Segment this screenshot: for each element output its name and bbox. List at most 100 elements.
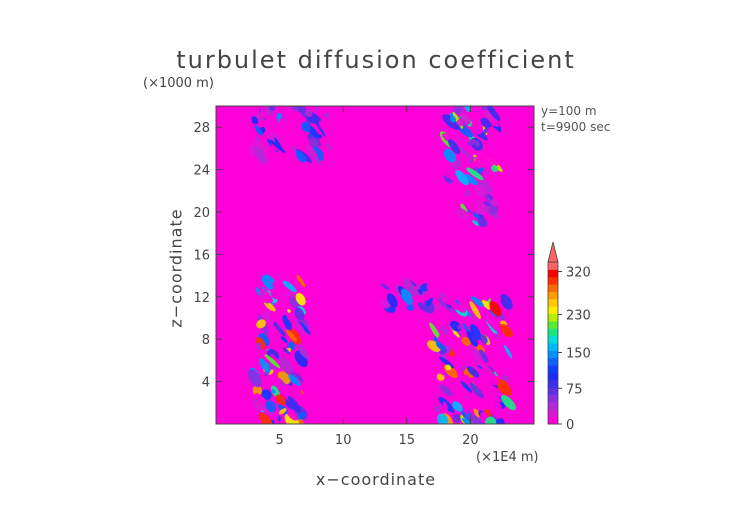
heatmap-cell xyxy=(496,336,515,352)
heatmap-cell xyxy=(499,323,513,338)
colorbar-segment xyxy=(548,357,558,366)
heatmap-region xyxy=(378,278,463,314)
colorbar-segment xyxy=(548,284,558,292)
colorbar-segment xyxy=(548,328,558,337)
heatmap-cell xyxy=(295,292,306,306)
colorbar-tick-label: 0 xyxy=(566,418,574,433)
heatmap-cell xyxy=(262,310,272,321)
heatmap-cell xyxy=(301,121,311,133)
heatmap-cell xyxy=(456,145,473,159)
heatmap-cell xyxy=(271,389,276,394)
heatmap-cell xyxy=(319,137,328,146)
heatmap-cell xyxy=(254,124,263,136)
heatmap-cell xyxy=(474,140,480,147)
y-axis-unit: (×1000 m) xyxy=(143,76,214,91)
heatmap-cell xyxy=(503,345,513,359)
x-tick-label: 10 xyxy=(335,433,352,448)
colorbar-segment xyxy=(548,262,558,270)
heatmap-cell xyxy=(464,174,478,186)
heatmap-cell xyxy=(386,293,398,308)
heatmap-cell xyxy=(464,374,472,384)
heatmap-cell xyxy=(263,294,274,304)
heatmap-cell xyxy=(474,185,486,197)
heatmap-cell xyxy=(435,341,446,351)
heatmap-cell xyxy=(470,296,484,307)
heatmap-cell xyxy=(468,317,486,333)
heatmap-cell xyxy=(266,318,275,326)
heatmap-cell xyxy=(464,391,473,400)
heatmap-cell xyxy=(442,401,449,410)
heatmap-cell xyxy=(489,394,503,413)
heatmap-cell xyxy=(484,110,494,122)
heatmap-cell xyxy=(439,348,448,355)
heatmap-cell xyxy=(306,143,319,161)
heatmap-cell xyxy=(460,380,473,393)
heatmap-cell xyxy=(443,148,457,163)
heatmap-cell xyxy=(482,127,489,135)
heatmap-region xyxy=(249,106,338,165)
heatmap-cell xyxy=(280,336,288,343)
x-axis-unit: (×1E4 m) xyxy=(476,450,539,465)
heatmap-cell xyxy=(450,300,460,310)
heatmap-cell xyxy=(469,301,481,319)
heatmap-cell xyxy=(297,321,311,335)
colorbar-tick-label: 230 xyxy=(566,308,591,323)
heatmap-cell xyxy=(487,361,503,376)
heatmap-cell xyxy=(288,122,296,130)
y-tick-label: 12 xyxy=(193,291,210,306)
heatmap-cell xyxy=(291,382,303,399)
heatmap-cell xyxy=(254,146,267,165)
heatmap-cell xyxy=(486,317,503,334)
heatmap-cell xyxy=(452,106,464,115)
heatmap-cell xyxy=(480,388,486,397)
heatmap-cell xyxy=(282,108,295,122)
heatmap-cell xyxy=(272,281,286,295)
heatmap-cell xyxy=(471,106,484,116)
heatmap-cell xyxy=(282,295,291,304)
heatmap-cell xyxy=(489,205,499,215)
heatmap-cell xyxy=(323,112,330,119)
heatmap-cell xyxy=(485,416,497,424)
heatmap-cell xyxy=(452,401,463,412)
heatmap-cell xyxy=(470,334,479,344)
heatmap-cell xyxy=(434,404,443,413)
heatmap-cell xyxy=(482,363,497,378)
colorbar-segment xyxy=(548,401,558,410)
heatmap-cell xyxy=(478,349,489,364)
heatmap-cell xyxy=(467,366,480,378)
heatmap-cell xyxy=(462,186,481,200)
colorbar-segment xyxy=(548,306,558,315)
heatmap-cell xyxy=(445,364,452,371)
y-tick-label: 24 xyxy=(193,164,210,179)
heatmap-cell xyxy=(295,150,307,163)
heatmap-cell xyxy=(269,139,286,154)
heatmap-cell xyxy=(493,393,503,403)
axes: 5 10 15 20 4 8 12 16 20 24 28 xyxy=(193,106,534,448)
heatmap-cell xyxy=(440,325,449,335)
heatmap-cell xyxy=(452,413,461,423)
heatmap-cell xyxy=(485,174,499,188)
annotation-y-level: y=100 m xyxy=(541,104,597,118)
heatmap-cell xyxy=(469,382,484,399)
colorbar-segment xyxy=(548,365,558,373)
heatmap-cell xyxy=(304,109,313,118)
heatmap-cell xyxy=(261,138,274,152)
heatmap-cell xyxy=(474,358,482,367)
heatmap-cell xyxy=(287,396,301,413)
heatmap-cell xyxy=(463,194,478,212)
colorbar: 0 75 150 230 320 xyxy=(547,241,591,433)
heatmap-cell xyxy=(258,358,271,373)
heatmap-cell xyxy=(403,278,418,297)
heatmap-cell xyxy=(455,170,469,186)
y-tick-label: 20 xyxy=(193,206,210,221)
heatmap-cell xyxy=(278,408,287,415)
heatmap-cell xyxy=(494,418,505,424)
colorbar-segment xyxy=(548,343,558,351)
heatmap-region xyxy=(247,271,311,424)
heatmap-cell xyxy=(471,121,484,135)
colorbar-segment xyxy=(548,335,558,344)
heatmap-cell xyxy=(264,354,281,369)
heatmap-cell xyxy=(491,165,498,172)
heatmap-cell xyxy=(400,288,413,305)
heatmap-cell xyxy=(247,369,262,388)
